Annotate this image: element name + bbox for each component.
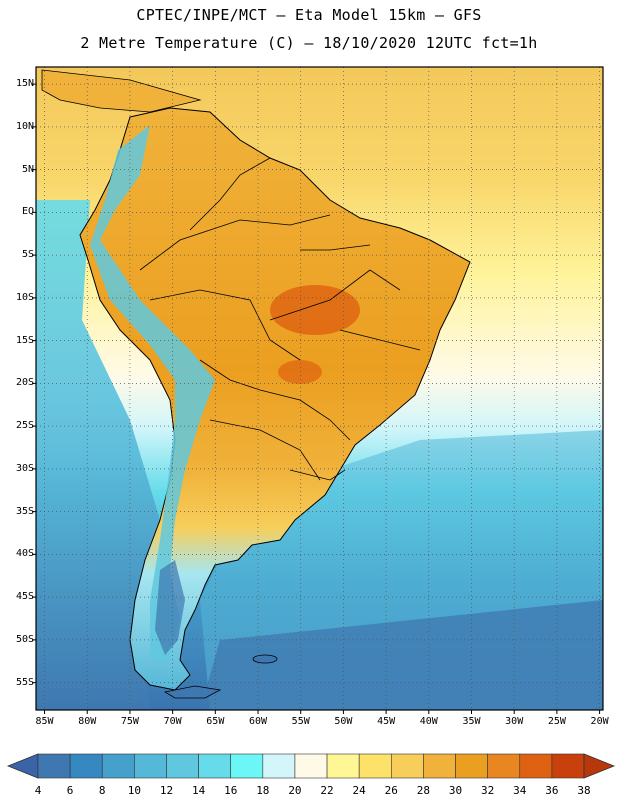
colorbar-swatch [101,753,135,779]
colorbar-label: 6 [66,784,74,797]
lon-label: 20W [590,716,609,727]
lat-label: 30S [15,462,34,474]
colorbar-swatch [69,753,103,779]
andes-cold-band [90,125,215,660]
lon-label: 65W [206,716,225,727]
lon-label: 45W [377,716,396,727]
colorbar-swatch [166,753,199,779]
country-borders [139,157,421,481]
lat-label: 45S [15,591,34,603]
patagonian-ice-field [155,560,185,655]
colorbar-label: 28 [416,784,431,797]
colorbar-swatch [358,753,392,779]
lon-label: 40W [419,716,438,727]
colorbar-swatch [487,753,521,779]
hot-core-central-brazil [270,285,360,335]
colorbar-high-cap [583,753,616,779]
lat-label: 15S [15,334,34,346]
colorbar-swatch [551,753,585,779]
colorbar-label: 30 [448,784,463,797]
lon-label: 75W [120,716,139,727]
lat-label: 25S [15,420,34,432]
lon-label: 80W [78,716,97,727]
colorbar-label: 8 [98,784,106,797]
lon-label: 70W [163,716,182,727]
central-america-land [41,69,202,113]
latitude-ticks [32,83,36,684]
lon-label: 35W [462,716,481,727]
lat-label: 10N [15,120,34,132]
colorbar-low-cap [6,753,39,779]
colorbar-swatch [326,753,360,779]
colorbar-label: 24 [352,784,366,797]
colorbar-label: 10 [127,784,141,797]
lat-label: 5N [21,163,34,175]
colorbar-swatch [262,753,296,779]
lon-label: 60W [248,716,268,727]
colorbar-swatch [423,753,456,779]
graticule [36,67,603,710]
pacific-field [36,200,160,710]
hot-core-south [278,360,322,384]
colorbar-swatch [198,753,232,779]
lat-label: 20S [15,377,34,389]
lat-label: 40S [15,548,34,560]
colorbar-label: 4 [34,784,42,797]
colorbar-label: 18 [256,784,270,797]
longitude-ticks [44,710,601,714]
title-line-2: 2 Metre Temperature (C) – 18/10/2020 12U… [80,34,538,52]
colorbar-label: 22 [320,784,334,797]
falkland-islands [252,654,278,664]
tierra-del-fuego [163,685,222,699]
colorbar-label: 14 [191,784,206,797]
map-frame [35,66,604,711]
lat-label: 5S [21,249,34,261]
lat-label: EQ [21,206,34,218]
lat-label: 50S [15,633,34,645]
colorbar-label: 20 [288,784,302,797]
south-america-land [79,107,471,691]
colorbar-label: 36 [545,784,559,797]
lon-label: 85W [35,716,54,727]
colorbar-label: 16 [224,784,238,797]
colorbar-swatch [230,753,264,779]
colorbar-swatch [519,753,553,779]
lat-label: 15N [15,78,34,90]
colorbar [6,753,616,779]
colorbar-swatch [37,753,71,779]
colorbar-label: 38 [577,784,591,797]
colorbar-swatch [294,753,328,779]
colorbar-label: 34 [513,784,527,797]
lon-label: 30W [505,716,524,727]
lat-label: 35S [15,505,34,517]
colorbar-label: 12 [159,784,174,797]
map-border [35,66,604,711]
colorbar-label: 32 [481,784,495,797]
colorbar-swatch [134,753,167,779]
lon-label: 25W [547,716,566,727]
lat-label: 55S [15,676,34,688]
colorbar-label: 26 [384,784,398,797]
title-line-1: CPTEC/INPE/MCT – Eta Model 15km – GFS [136,6,482,24]
lat-label: 10S [15,291,34,303]
lon-label: 55W [291,716,310,727]
colorbar-swatch [390,753,424,779]
lon-label: 50W [334,716,353,727]
colorbar-swatch [455,753,488,779]
